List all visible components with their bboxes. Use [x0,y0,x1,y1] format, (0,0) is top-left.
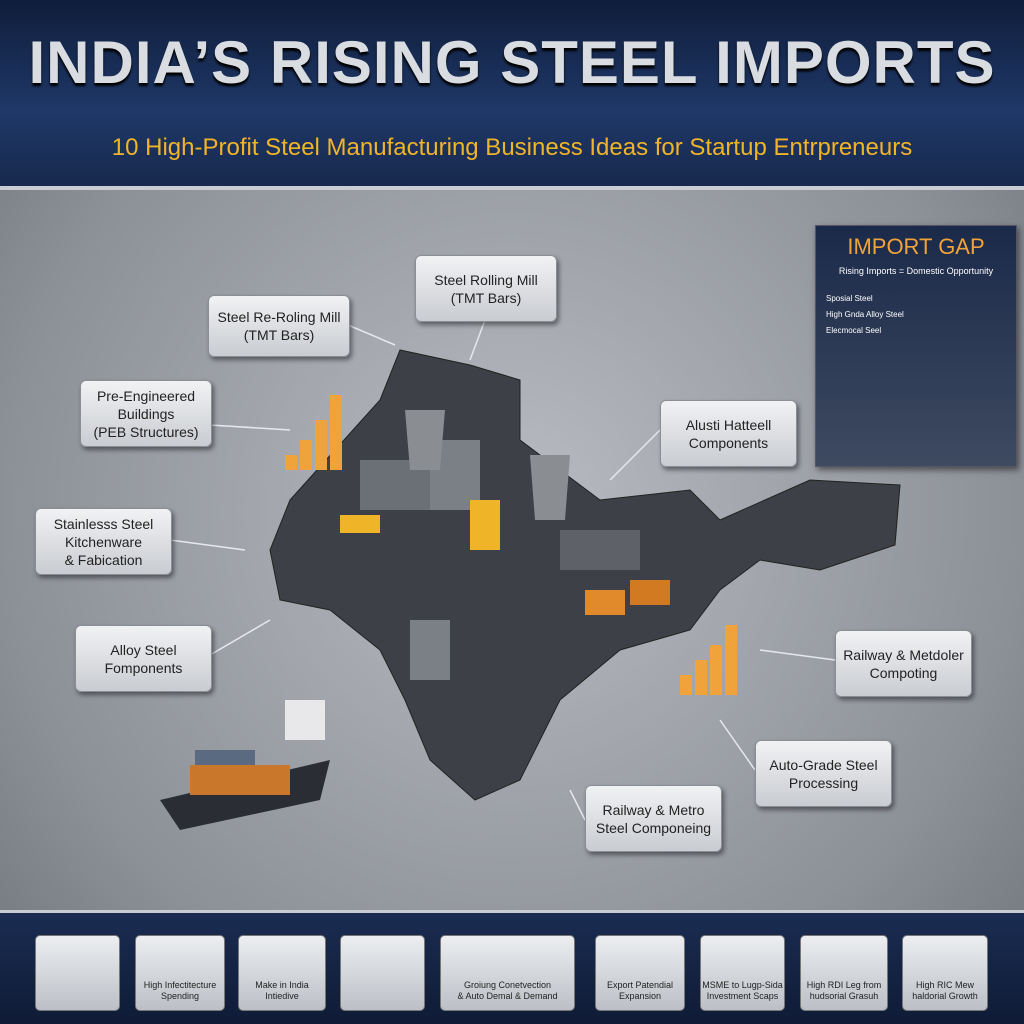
callout-line: Fomponents [104,659,183,676]
callout-line: Pre-Engineered [96,387,196,404]
callout: Pre-Engineered Buildings (PEB Structures) [80,380,212,447]
footer-tile: MSME to Lugp-Sida Investment Scaps [700,935,785,1011]
callout-line: Steel Componeing [595,819,712,836]
growth-bars [285,395,737,695]
panel-item: High Gnda Alloy Steel [826,310,904,319]
callout: Steel Rolling Mill (TMT Bars) [415,255,557,322]
callout-line: Buildings [117,405,175,422]
footer-line: hudsorial Grasuh [809,991,879,1001]
panel-title: IMPORT GAP [847,234,985,259]
header: INDIA’S RISING STEEL IMPORTS 10 High-Pro… [0,0,1024,190]
footer-line: High Infectitecture [143,980,217,990]
footer-tile: High Infectitecture Spending [135,935,225,1011]
panel-subtitle: Rising Imports = Domestic Opportunity [838,266,994,276]
callout: Railway & Metro Steel Componeing [585,785,722,852]
footer-line: haldorial Growth [912,991,978,1001]
callout: Alusti Hatteell Components [660,400,797,467]
footer-line: Export Patendial [606,980,674,990]
callout-line: & Fabication [64,551,143,568]
footer-line: Spending [160,991,200,1001]
footer-tile: Groiung Conetvection & Auto Demal & Deman… [440,935,575,1011]
callout: Railway & Metdoler Compoting [835,630,972,697]
ship [160,700,330,830]
factories [340,410,670,680]
callout-line: Stainlesss Steel [53,515,154,532]
footer-tile [35,935,120,1011]
footer-tile [340,935,425,1011]
panel-item: Elecmocal Seel [826,326,882,335]
callout: Auto-Grade Steel Processing [755,740,892,807]
footer-tile: Export Patendial Expansion [595,935,685,1011]
footer-line: MSME to Lugp-Sida [702,980,783,990]
callout-line: Railway & Metdoler [843,646,964,663]
callout-line: Components [688,434,769,451]
callout-line: Auto-Grade Steel [769,756,878,773]
callout-line: Processing [788,774,859,791]
footer-line: & Auto Demal & Demand [457,991,558,1001]
callout: Stainlesss Steel Kitchenware & Fabication [35,508,172,575]
footer-line: Intiedive [265,991,299,1001]
subtitle: 10 High-Profit Steel Manufacturing Busin… [111,134,913,161]
callout: Steel Re-Roling Mill (TMT Bars) [208,295,350,357]
footer-line: Expansion [618,991,662,1001]
callout-line: Alloy Steel [110,641,177,658]
footer-line: High RDI Leg from [806,980,882,990]
callout-line: Steel Rolling Mill [434,271,538,288]
footer-line: High RIC Mew [915,980,974,990]
title: INDIA’S RISING STEEL IMPORTS [28,29,996,96]
callout-line: (PEB Structures) [93,423,199,440]
footer: High Infectitecture Spending Make in India… [0,910,1024,1024]
callout-line: (TMT Bars) [243,327,315,343]
callout-line: Kitchenware [64,533,143,550]
footer-line: Groiung Conetvection [463,980,552,990]
import-gap-panel: IMPORT GAP Rising Imports = Domestic Opp… [815,225,1017,467]
callout-line: Compoting [869,664,938,681]
footer-tile: Make in India Intiedive [238,935,326,1011]
india-map [269,349,901,801]
footer-line: Investment Scaps [706,991,779,1001]
panel-item: Sposial Steel [826,294,873,303]
footer-tile: High RDI Leg from hudsorial Grasuh [800,935,888,1011]
callout-line: Railway & Metro [602,801,705,818]
footer-tile: High RIC Mew haldorial Growth [902,935,988,1011]
footer-line: Make in India [255,980,309,990]
callout-line: Steel Re-Roling Mill [217,309,341,325]
callout-line: Alusti Hatteell [685,416,772,433]
callout: Alloy Steel Fomponents [75,625,212,692]
callout-line: (TMT Bars) [450,289,522,306]
leader-lines [169,319,836,821]
